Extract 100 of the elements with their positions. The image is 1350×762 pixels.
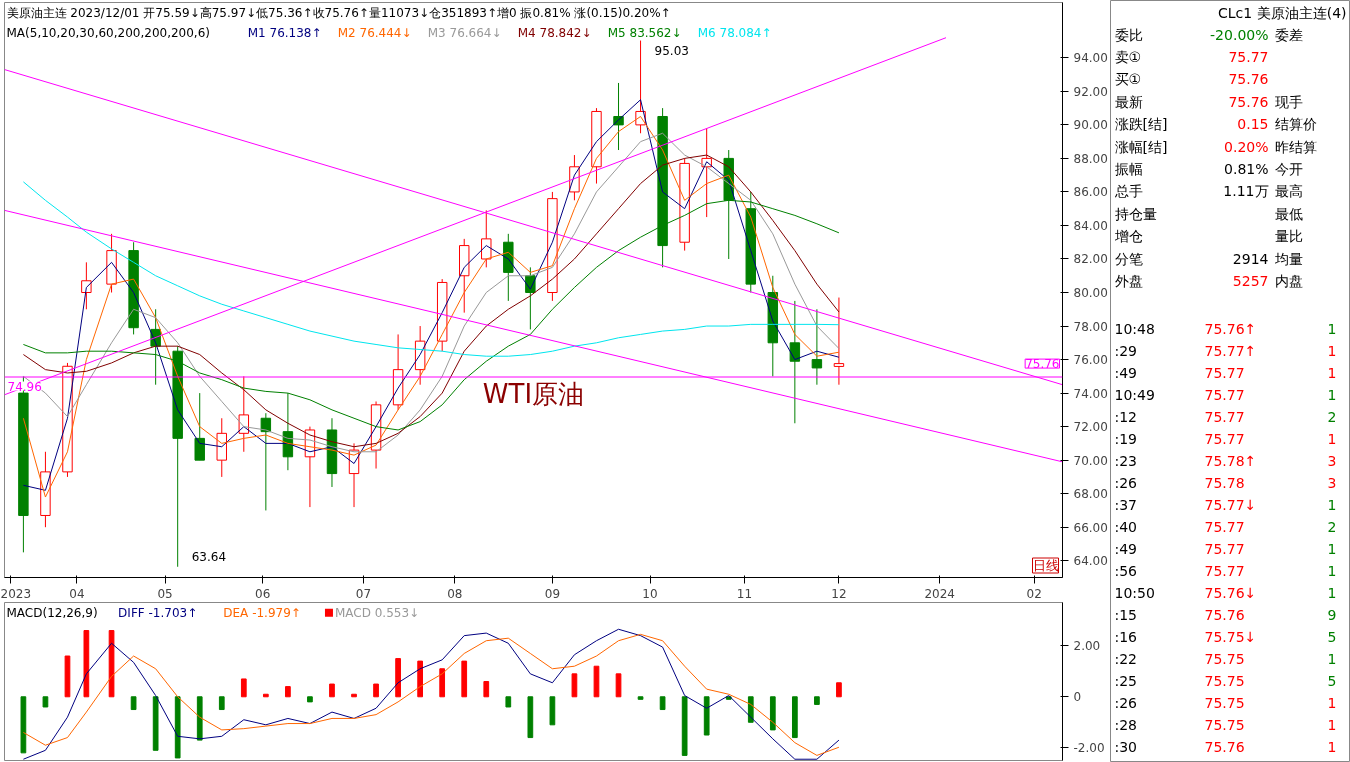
text: 75.77 [1204,518,1245,535]
text: 5257 [1232,272,1269,289]
text: 1 [1327,386,1337,403]
chart-title: 美原油主连 2023/12/01 开75.59↓高75.97↓低75.36↑收75.76↑量11073↓仓351893↑增0 振0.81% 涨(0.15)0.20%↑ [6,5,671,20]
bar [483,681,490,698]
text: M2 76.444↓ [337,25,412,40]
text: :25 [1114,672,1138,689]
text: 1 [1327,342,1337,359]
text: :49 [1114,540,1138,557]
y-tick-label: 84.00 [1073,218,1108,233]
y-tick-label: 74.00 [1073,386,1108,401]
x-tick-label: 2023 [0,586,32,601]
text: 总手 [1113,183,1143,200]
text: :30 [1114,738,1138,755]
candlestick [194,392,205,461]
bar [439,668,446,698]
text: 75.75↓ [1204,628,1257,645]
x-tick-label: 04 [69,586,85,601]
bar [42,696,49,708]
text: 卖① [1114,48,1142,65]
text: :56 [1114,562,1138,579]
text: 75.77 [1204,540,1245,557]
y-tick-label: 88.00 [1073,151,1108,166]
text: 3 [1327,452,1337,469]
text: 75.77↑ [1204,342,1257,359]
text: 5 [1327,672,1337,689]
y-tick-label: 78.00 [1073,319,1108,334]
text: :29 [1114,342,1138,359]
text: 75.77 [1204,430,1245,447]
text: M1 76.138↑ [247,25,322,40]
text: 5 [1327,628,1337,645]
bar [527,696,534,739]
text: 75.76↓ [1204,584,1257,601]
legend-title: MA(5,10,20,30,60,200,200,200,6) [6,25,211,40]
y-tick-label: 66.00 [1073,520,1108,535]
text: DIFF -1.703↑ [118,605,198,620]
text: 涨跌[结] [1114,116,1168,133]
text: 1 [1327,716,1337,733]
text: DEA -1.979↑ [223,605,301,620]
text: :12 [1114,408,1138,425]
text: 量比 [1274,228,1303,245]
text: 75.76↑ [1204,320,1257,337]
text: 75.78 [1204,474,1245,491]
legend-title: MACD(12,26,9) [6,605,98,620]
text: 1 [1327,694,1337,711]
text: M3 76.664↓ [427,25,502,40]
annotation: 95.03 [654,44,689,59]
text: 现手 [1274,93,1303,110]
x-tick-label: 11 [736,586,753,601]
bar [262,693,269,698]
bar [64,655,71,698]
text: 75.77 [1204,562,1245,579]
x-tick-label: 02 [1026,586,1042,601]
text: :26 [1114,474,1138,491]
bar [329,683,335,698]
text: -20.00% [1210,26,1269,43]
text: 0.15 [1237,116,1269,133]
text: 2 [1327,408,1337,425]
x-tick-label: 2024 [924,586,955,601]
bar [417,660,423,698]
text: 涨幅[结] [1114,138,1168,155]
text: 委差 [1274,26,1303,43]
bar [307,696,313,703]
text: 1 [1327,496,1337,513]
text: 75.77 [1204,364,1245,381]
text: 委比 [1114,26,1143,43]
text: 75.77 [1228,48,1269,65]
bar [571,673,578,698]
y-tick-label: 2.00 [1073,639,1101,654]
text: :23 [1114,452,1138,469]
bar [152,696,159,751]
bar [196,696,203,741]
bar [703,696,710,736]
bar [659,696,666,711]
text: 1 [1327,738,1337,755]
annotation: 75.76 [1025,357,1060,372]
y-tick-label: 80.00 [1073,286,1108,301]
x-tick-label: 07 [355,586,372,601]
bar [814,696,820,705]
y-tick-label: 82.00 [1073,252,1108,267]
text: 1 [1327,584,1337,601]
text: 结算价 [1274,116,1317,133]
text: 75.76 [1228,71,1269,88]
text: 最新 [1114,93,1143,110]
bar [637,696,644,700]
bar [593,665,600,698]
text: 10:48 [1114,320,1155,337]
candlestick [833,297,845,386]
text: 75.75 [1204,672,1245,689]
bar [130,696,137,711]
bar [351,693,357,698]
text: 75.77↓ [1204,496,1257,513]
legend-label: MACD 0.553↓ [334,605,420,620]
text: 75.77 [1204,386,1245,403]
bar [83,630,90,698]
text: :49 [1114,364,1138,381]
text: :26 [1114,694,1138,711]
text: 0.81% [1224,160,1269,177]
text: 0.20% [1224,138,1269,155]
annotation: 63.64 [191,550,227,565]
